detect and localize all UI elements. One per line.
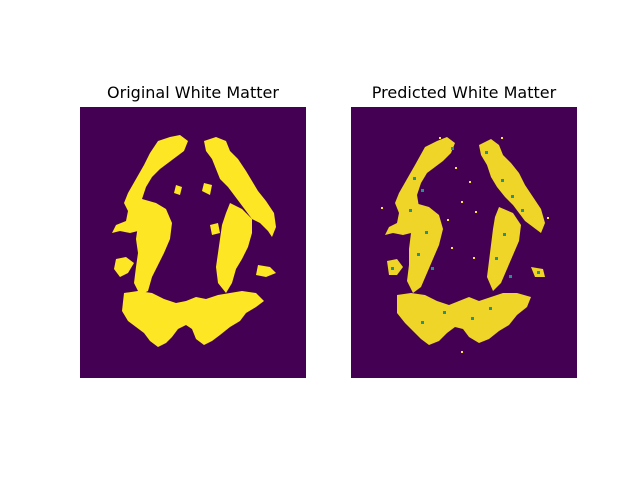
prediction-noise-teal [391,147,540,324]
image-background [80,107,306,378]
predicted-white-matter-panel: Predicted White Matter [351,83,577,378]
predicted-matter-base [385,137,545,345]
panel-title-predicted: Predicted White Matter [371,83,557,102]
panel-title-original: Original White Matter [107,83,279,102]
original-white-matter-image [80,107,306,378]
original-white-matter-panel: Original White Matter [80,83,306,378]
white-matter-mask [112,135,276,347]
predicted-white-matter-image [351,107,577,378]
prediction-noise-yellow [381,137,549,353]
image-background [351,107,577,378]
